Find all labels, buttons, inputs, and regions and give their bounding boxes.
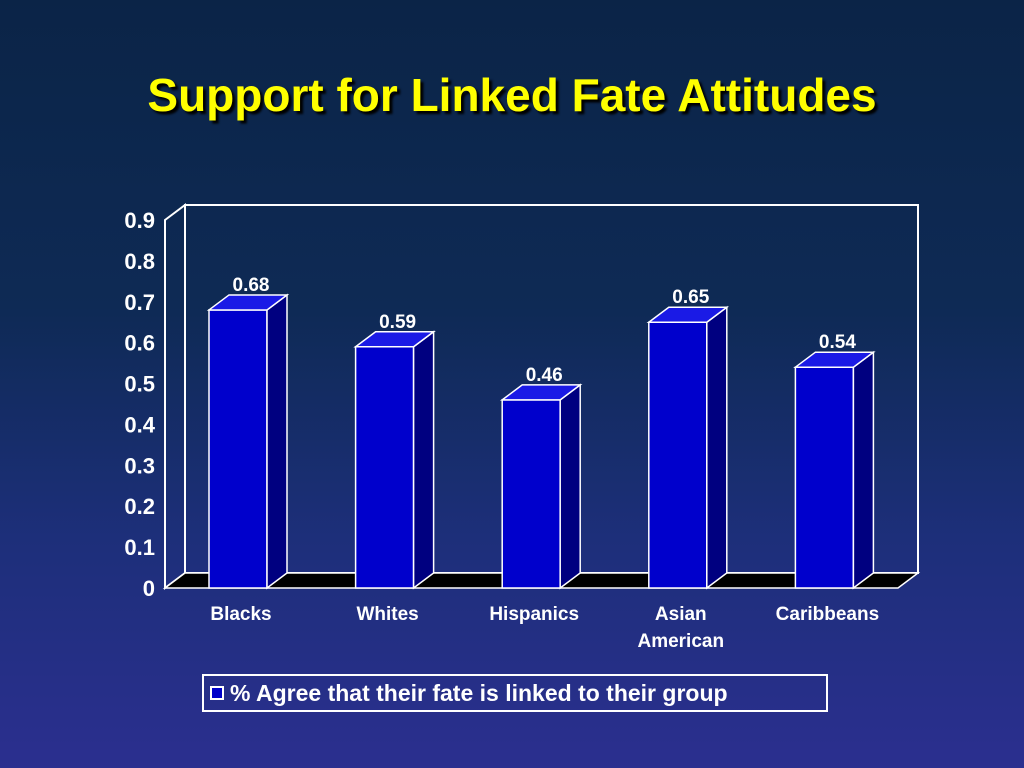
bar-top: [206, 294, 290, 311]
bar-front: [648, 321, 708, 589]
bar-side: [266, 293, 288, 590]
y-tick-label: 0.2: [124, 494, 155, 519]
data-label: 0.46: [526, 365, 563, 386]
slide-title: Support for Linked Fate Attitudes: [147, 69, 877, 121]
y-tick-label: 0.4: [124, 412, 155, 437]
data-label: 0.54: [819, 332, 856, 353]
chart-legend: % Agree that their fate is linked to the…: [202, 674, 828, 712]
y-tick-label: 0.9: [124, 208, 155, 233]
bar-front: [501, 399, 561, 589]
x-category-label: Blacks: [210, 604, 271, 625]
legend-swatch: [210, 686, 224, 700]
bar-asian-american: 0.65: [646, 287, 730, 590]
bar-side: [706, 305, 728, 590]
bar-top: [499, 384, 583, 401]
x-category-label: Hispanics: [489, 604, 579, 625]
x-category-label: Caribbeans: [776, 604, 879, 625]
bar-hispanics: 0.46: [499, 365, 583, 590]
y-tick-label: 0.3: [124, 453, 155, 478]
y-tick-label: 0.7: [124, 290, 155, 315]
bar-side: [412, 330, 435, 590]
bar-top: [646, 306, 730, 323]
x-category-label: Whites: [356, 604, 418, 625]
x-axis-categories: Blacks Whites Hispanics Asian American Caribb…: [210, 604, 879, 652]
y-tick-label: 0.8: [124, 249, 155, 274]
bar-side: [852, 350, 875, 590]
legend-label: % Agree that their fate is linked to the…: [230, 679, 728, 706]
bar-front: [208, 309, 268, 589]
data-label: 0.65: [672, 287, 709, 308]
y-axis-ticks: 0 0.1 0.2 0.3 0.4 0.5 0.6 0.7 0.8 0.9: [124, 208, 155, 601]
y-tick-label: 0.1: [124, 535, 155, 560]
plot-side-wall: [164, 203, 186, 590]
bar-side: [559, 383, 581, 590]
bar-series: 0.68 0.59 0.46 0.65 0.54: [206, 275, 876, 590]
bar-top: [353, 331, 436, 348]
bar-top: [793, 351, 876, 368]
y-tick-label: 0.5: [124, 372, 155, 397]
data-label: 0.68: [233, 275, 270, 296]
y-tick-label: 0: [143, 576, 155, 601]
bar-caribbeans: 0.54: [793, 332, 876, 590]
bar-blacks: 0.68: [206, 275, 290, 590]
bar-front: [794, 366, 855, 589]
bar-front: [354, 346, 415, 589]
x-category-label: Asian American: [637, 604, 724, 652]
data-label: 0.59: [379, 312, 416, 333]
y-tick-label: 0.6: [124, 331, 155, 356]
bar-whites: 0.59: [353, 312, 436, 590]
